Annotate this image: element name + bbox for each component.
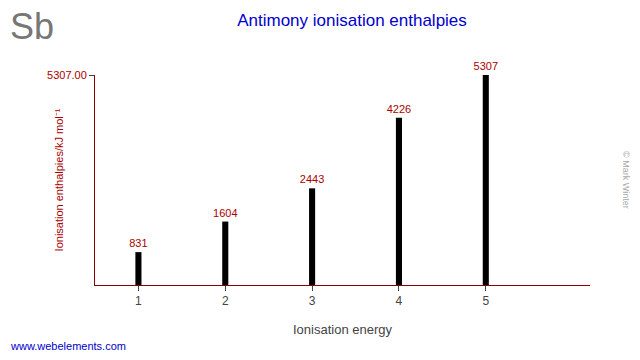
svg-text:1604: 1604: [213, 207, 237, 219]
svg-text:Sb: Sb: [10, 6, 54, 47]
svg-text:4: 4: [396, 294, 403, 308]
svg-text:5307: 5307: [474, 60, 498, 72]
svg-text:1: 1: [135, 294, 142, 308]
svg-text:831: 831: [129, 237, 147, 249]
svg-text:© Mark Winter: © Mark Winter: [621, 151, 631, 209]
svg-text:5307.00: 5307.00: [47, 69, 87, 81]
svg-text:3: 3: [309, 294, 316, 308]
svg-text:Antimony ionisation enthalpies: Antimony ionisation enthalpies: [237, 11, 467, 30]
svg-text:4226: 4226: [387, 103, 411, 115]
svg-text:5: 5: [482, 294, 489, 308]
svg-text:Ionisation enthalpies/kJ mol⁻¹: Ionisation enthalpies/kJ mol⁻¹: [53, 108, 65, 251]
svg-text:Ionisation energy: Ionisation energy: [293, 322, 393, 337]
svg-text:2: 2: [222, 294, 229, 308]
svg-text:2443: 2443: [300, 173, 324, 185]
svg-text:www.webelements.com: www.webelements.com: [10, 340, 126, 352]
